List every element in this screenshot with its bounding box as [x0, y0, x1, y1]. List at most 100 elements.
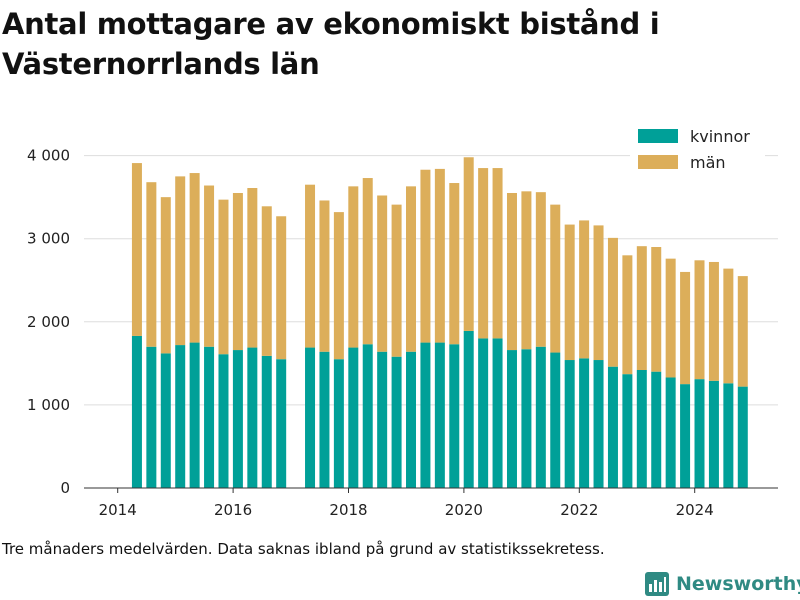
y-tick-label: 3 000: [27, 230, 70, 248]
bar-man: [737, 276, 748, 387]
bar-kvinnor: [276, 359, 287, 488]
bar-kvinnor: [247, 347, 258, 488]
bar-kvinnor: [391, 356, 402, 488]
legend-label: män: [690, 153, 726, 172]
bar-kvinnor: [708, 380, 719, 488]
bar-kvinnor: [607, 366, 618, 488]
bar-man: [261, 206, 272, 356]
bar-man: [391, 204, 402, 357]
bar-man: [521, 191, 532, 350]
bar-kvinnor: [535, 346, 546, 488]
bar-man: [362, 178, 373, 345]
bar-man: [492, 168, 503, 339]
bar-kvinnor: [420, 342, 431, 488]
x-tick-label: 2020: [445, 501, 483, 519]
bar-man: [232, 192, 243, 351]
bar-kvinnor: [377, 351, 388, 488]
bar-kvinnor: [550, 352, 561, 488]
bar-man: [131, 163, 142, 336]
bar-man: [636, 246, 647, 370]
bar-man: [506, 192, 517, 351]
bar-man: [607, 237, 618, 367]
bar-man: [434, 168, 445, 343]
bar-kvinnor: [449, 344, 460, 488]
newsworthy-logo: Newsworthy: [644, 569, 800, 599]
bar-kvinnor: [160, 353, 171, 488]
bar-man: [694, 260, 705, 380]
bar-man: [723, 268, 734, 384]
bar-kvinnor: [492, 338, 503, 488]
bar-kvinnor: [348, 347, 359, 488]
bar-man: [535, 192, 546, 347]
bar-kvinnor: [579, 358, 590, 488]
bar-man: [204, 185, 215, 347]
bar-kvinnor: [305, 347, 316, 488]
bar-man: [189, 173, 200, 343]
bar-man: [449, 183, 460, 345]
bar-man: [247, 188, 258, 348]
bar-kvinnor: [434, 342, 445, 488]
bar-kvinnor: [175, 345, 186, 488]
x-tick-label: 2024: [676, 501, 714, 519]
bar-man: [175, 176, 186, 346]
bar-kvinnor: [506, 350, 517, 488]
bar-man: [319, 200, 330, 352]
brand-name: Newsworthy: [676, 573, 800, 595]
bar-kvinnor: [636, 369, 647, 488]
bar-kvinnor: [189, 342, 200, 488]
bar-kvinnor: [723, 383, 734, 488]
bar-man: [348, 186, 359, 348]
bar-man: [550, 204, 561, 353]
bar-kvinnor: [478, 338, 489, 488]
bar-man: [564, 224, 575, 361]
bar-kvinnor: [261, 355, 272, 488]
bar-man: [622, 255, 633, 375]
bar-kvinnor: [146, 346, 157, 488]
bar-kvinnor: [319, 351, 330, 488]
bar-kvinnor: [665, 377, 676, 488]
y-tick-label: 1 000: [27, 396, 70, 414]
legend-swatch: [638, 155, 678, 169]
newsworthy-logo-icon: [645, 572, 669, 596]
bar-man: [276, 216, 287, 360]
bar-man: [680, 271, 691, 385]
bar-kvinnor: [218, 354, 229, 488]
bar-kvinnor: [680, 384, 691, 488]
bar-man: [218, 199, 229, 355]
bar-man: [377, 195, 388, 352]
bar-man: [579, 220, 590, 359]
bar-kvinnor: [694, 379, 705, 488]
y-tick-label: 0: [60, 479, 70, 497]
legend-swatch: [638, 129, 678, 143]
bar-man: [463, 157, 474, 331]
legend: kvinnor män: [630, 126, 765, 176]
bar-man: [651, 247, 662, 372]
y-tick-label: 2 000: [27, 313, 70, 331]
bar-kvinnor: [737, 386, 748, 488]
y-axis-ticks: 0 1 000 2 000 3 000 4 000: [27, 147, 70, 497]
bar-kvinnor: [622, 374, 633, 488]
bars: [131, 157, 748, 488]
bar-kvinnor: [406, 351, 417, 488]
bar-man: [478, 168, 489, 339]
bar-kvinnor: [463, 330, 474, 488]
bar-man: [665, 258, 676, 378]
bar-man: [146, 182, 157, 347]
bar-man: [160, 197, 171, 354]
bar-kvinnor: [232, 350, 243, 488]
bar-man: [333, 212, 344, 360]
chart-title: Antal mottagare av ekonomiskt bistånd i …: [2, 7, 660, 81]
legend-label: kvinnor: [690, 127, 750, 146]
bar-man: [593, 225, 604, 361]
bar-kvinnor: [651, 371, 662, 488]
chart-caption: Tre månaders medelvärden. Data saknas ib…: [2, 540, 605, 558]
bar-kvinnor: [564, 360, 575, 488]
bar-kvinnor: [521, 349, 532, 488]
x-tick-label: 2018: [329, 501, 367, 519]
x-tick-label: 2014: [99, 501, 137, 519]
bar-kvinnor: [362, 344, 373, 488]
bar-kvinnor: [333, 359, 344, 488]
bar-kvinnor: [204, 346, 215, 488]
bar-kvinnor: [131, 335, 142, 488]
